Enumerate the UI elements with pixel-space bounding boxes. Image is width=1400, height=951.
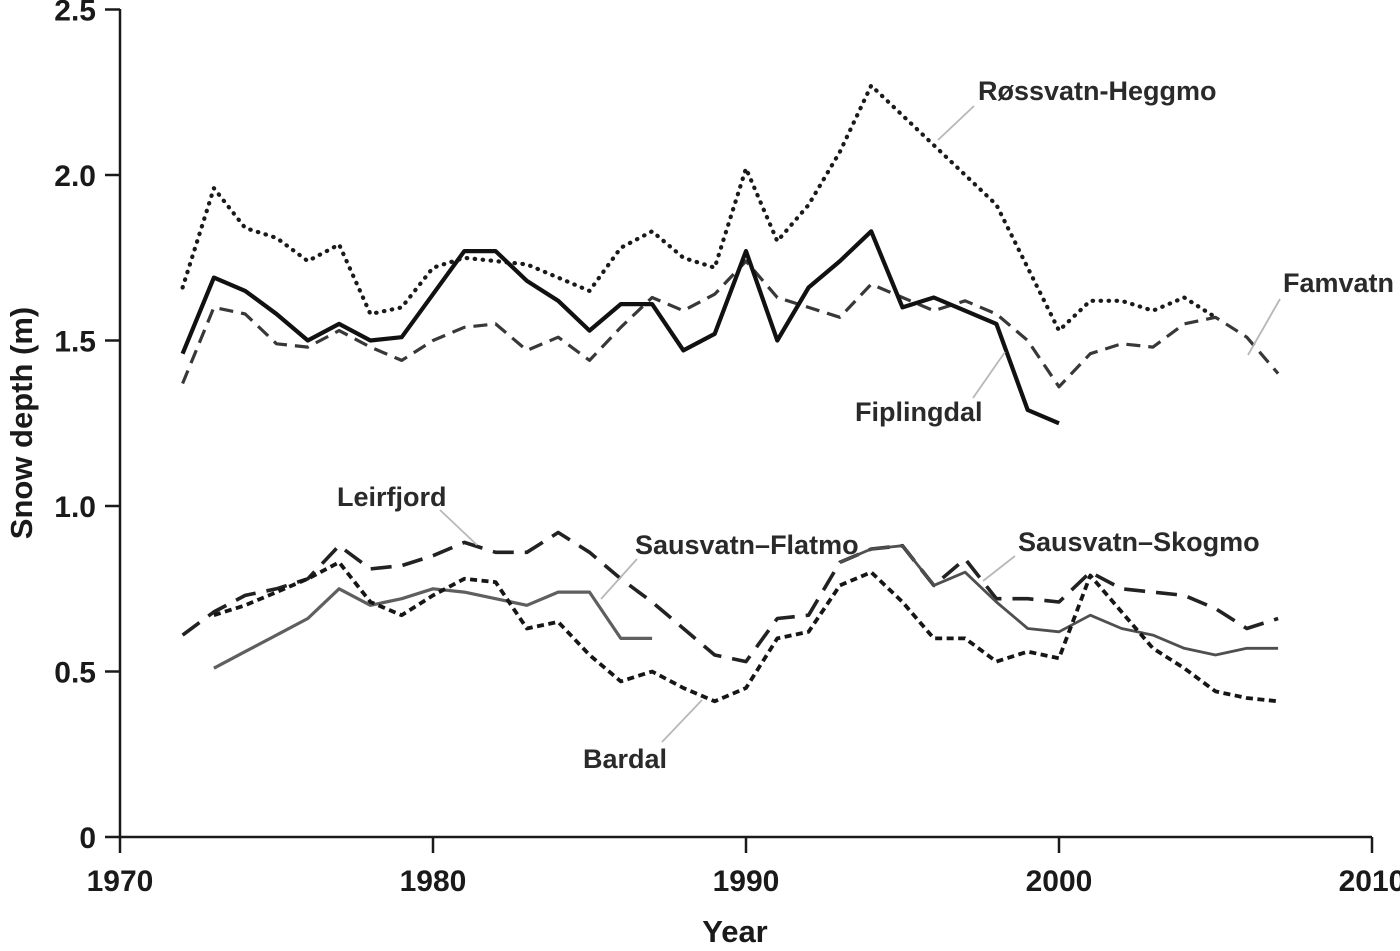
annotation-label-leirfjord: Leirfjord (337, 482, 447, 512)
series-line-bardal (213, 560, 1279, 704)
x-tick-label: 1980 (400, 865, 467, 898)
annotation-label-famvatn: Famvatn (1283, 268, 1394, 298)
annotation-leader-leirfjord (439, 509, 478, 546)
annotation-leader-sausvatn-skogmo (982, 555, 1016, 582)
annotation-leader-rossvatn-heggmo (937, 105, 975, 141)
annotation-leader-bardal (661, 699, 703, 743)
annotation-label-rossvatn-heggmo: Røssvatn-Heggmo (978, 76, 1217, 106)
x-tick-label: 2010 (1339, 865, 1400, 898)
x-tick-label: 1970 (87, 865, 154, 898)
y-tick-label: 2.5 (54, 0, 96, 28)
series-annotations: Røssvatn-Heggmo Famvatn Fiplingdal Leirfjor… (337, 76, 1394, 774)
annotation-leader-fiplingdal (972, 351, 1006, 399)
series-line-rossvatn-heggmo (180, 83, 1218, 333)
y-tick-label: 0 (79, 822, 96, 855)
x-tick-label: 2000 (1026, 865, 1093, 898)
annotation-leader-famvatn (1247, 298, 1281, 356)
series-line-sausvatn-flatmo (213, 587, 653, 670)
annotation-label-sausvatn-flatmo: Sausvatn–Flatmo (635, 530, 859, 560)
series-line-fiplingdal (180, 229, 1060, 426)
annotation-label-fiplingdal: Fiplingdal (855, 397, 983, 427)
annotation-label-sausvatn-skogmo: Sausvatn–Skogmo (1018, 527, 1260, 557)
x-tick-label: 1990 (713, 865, 780, 898)
y-tick-label: 1.5 (54, 326, 96, 359)
y-tick-label: 1.0 (54, 491, 96, 524)
y-axis-title: Snow depth (m) (4, 307, 39, 539)
series-line-sausvatn-skogmo (839, 544, 1279, 657)
annotation-leader-sausvatn-flatmo (600, 558, 638, 600)
x-axis-title: Year (702, 914, 768, 949)
axes: 0 0.5 1.0 1.5 2.0 2.5 1970 1980 1990 2000 2010 (54, 0, 1400, 898)
annotation-label-bardal: Bardal (583, 744, 667, 774)
series-lines (180, 83, 1280, 704)
y-tick-label: 0.5 (54, 657, 96, 690)
series-line-famvatn (181, 259, 1280, 389)
y-tick-label: 2.0 (54, 160, 96, 193)
